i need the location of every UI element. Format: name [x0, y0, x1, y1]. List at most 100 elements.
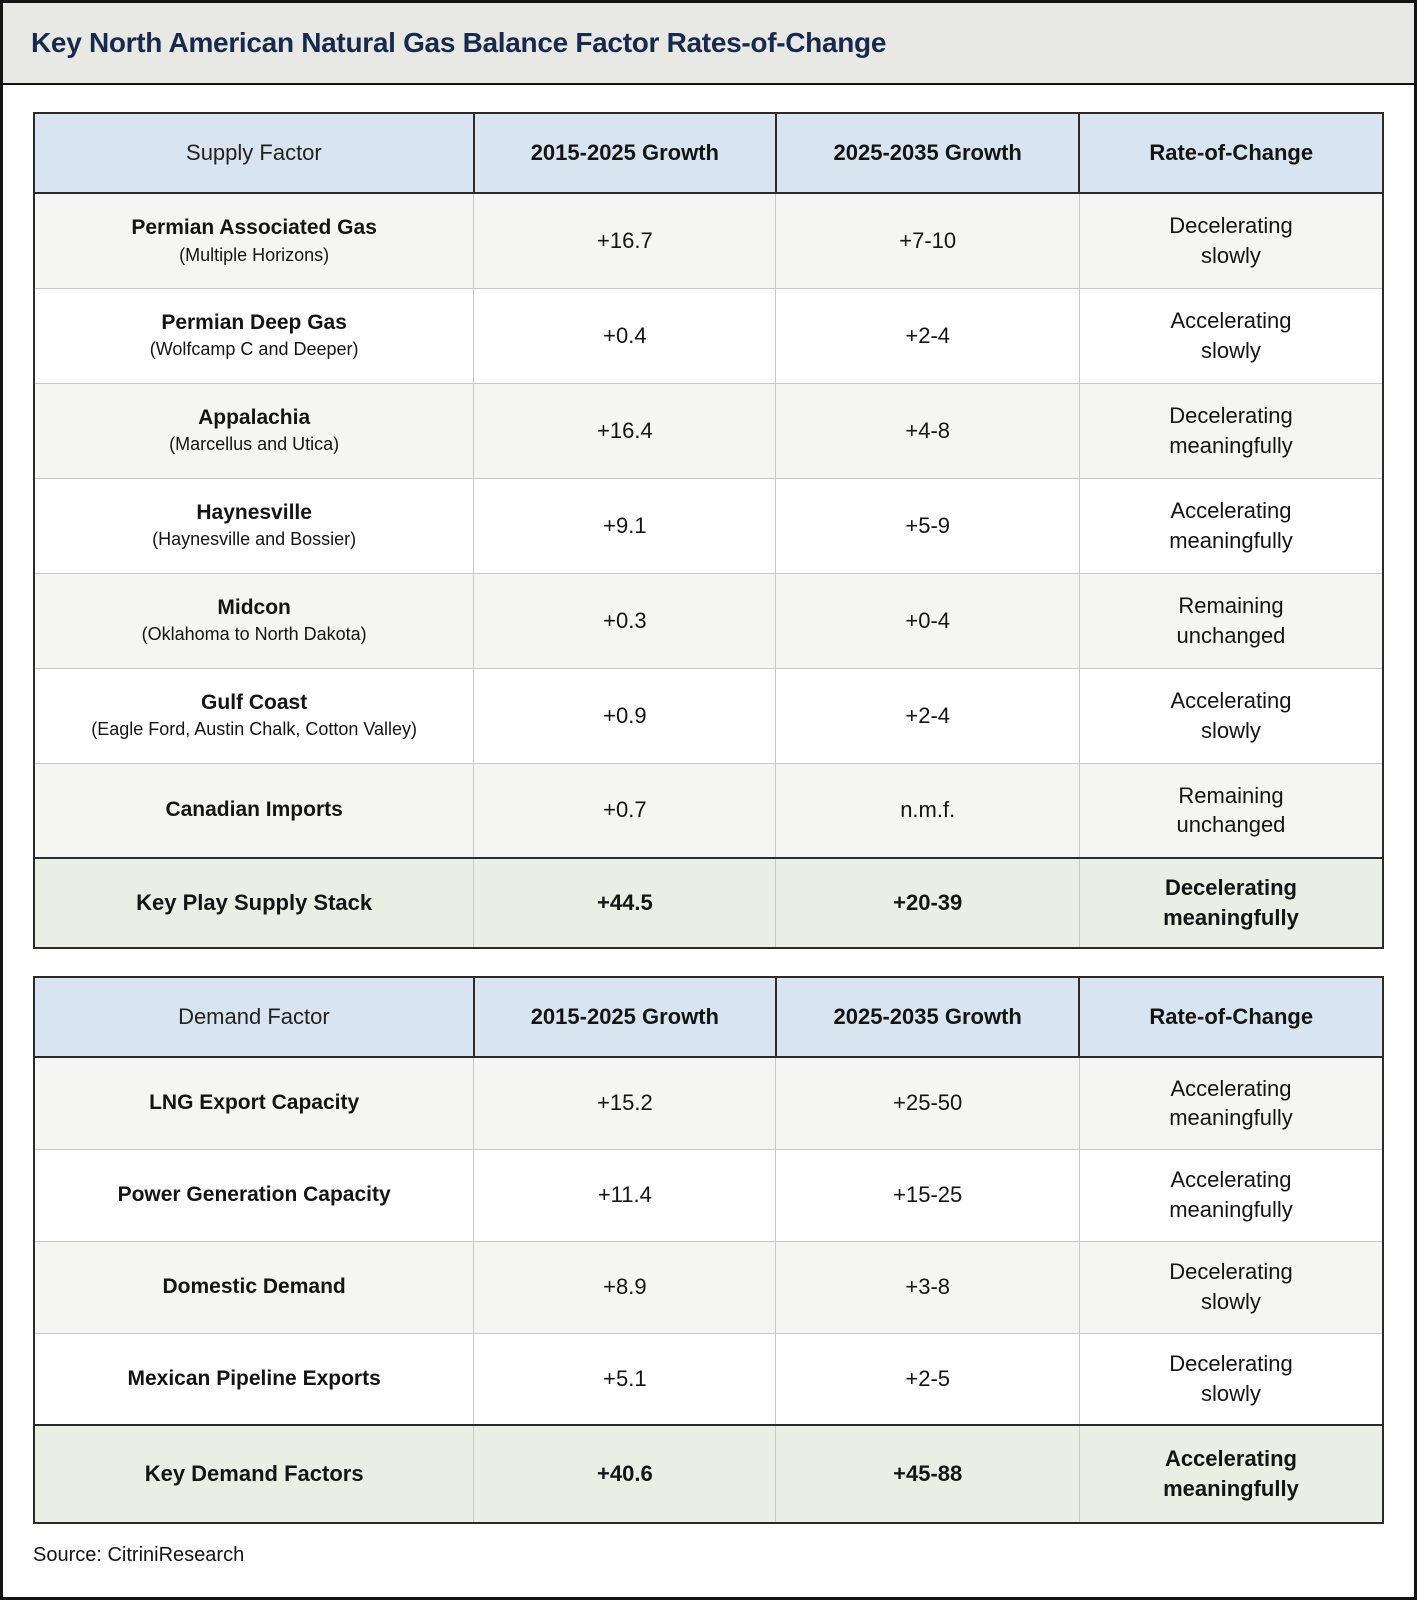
table-row-haynesville: Haynesville (Haynesville and Bossier) +9…: [33, 477, 1384, 574]
supply-header-growth-2025-2035: 2025-2035 Growth: [774, 112, 1081, 194]
summary-rate-of-change-value: Accelerating meaningfully: [1078, 1424, 1384, 1524]
growth-2015-2025-value: +15.2: [473, 1056, 777, 1150]
table-row-midcon: Midcon (Oklahoma to North Dakota) +0.3 +…: [33, 572, 1384, 669]
summary-factor-name: Key Demand Factors: [144, 1461, 364, 1486]
factor-cell: Haynesville (Haynesville and Bossier): [33, 477, 475, 574]
summary-growth-2025-2035-value: +45-88: [775, 1424, 1080, 1524]
growth-2015-2025-value: +0.4: [473, 287, 777, 384]
demand-table: Demand Factor 2015-2025 Growth 2025-2035…: [33, 976, 1384, 1524]
rate-of-change-value: Accelerating meaningfully: [1078, 477, 1384, 574]
table-row-permian-deep-gas: Permian Deep Gas (Wolfcamp C and Deeper)…: [33, 287, 1384, 384]
demand-header-row: Demand Factor 2015-2025 Growth 2025-2035…: [33, 976, 1384, 1058]
factor-cell: Midcon (Oklahoma to North Dakota): [33, 572, 475, 669]
table-gap: [33, 949, 1384, 976]
factor-cell: Appalachia (Marcellus and Utica): [33, 382, 475, 479]
summary-factor-name: Key Play Supply Stack: [136, 890, 373, 915]
factor-name: Permian Associated Gas: [131, 216, 377, 240]
supply-header-factor: Supply Factor: [33, 112, 475, 194]
rate-of-change-value: Accelerating slowly: [1078, 667, 1384, 764]
factor-name: Appalachia: [198, 406, 311, 430]
factor-name: Midcon: [217, 596, 291, 620]
rate-of-change-value: Decelerating meaningfully: [1078, 382, 1384, 479]
supply-summary-row: Key Play Supply Stack +44.5 +20-39 Decel…: [33, 857, 1384, 949]
supply-table: Supply Factor 2015-2025 Growth 2025-2035…: [33, 112, 1384, 949]
source-note: Source: CitriniResearch: [33, 1544, 245, 1566]
factor-name: LNG Export Capacity: [149, 1091, 360, 1115]
factor-name: Permian Deep Gas: [161, 311, 347, 335]
growth-2025-2035-value: +0-4: [775, 572, 1080, 669]
growth-2025-2035-value-nmf: n.m.f.: [775, 762, 1080, 859]
factor-detail: (Oklahoma to North Dakota): [141, 624, 367, 645]
growth-2015-2025-value: +5.1: [473, 1332, 777, 1426]
rate-of-change-value: Decelerating slowly: [1078, 1332, 1384, 1426]
growth-2025-2035-value: +3-8: [775, 1240, 1080, 1334]
factor-detail: (Haynesville and Bossier): [152, 529, 357, 550]
factor-detail: (Wolfcamp C and Deeper): [149, 339, 359, 360]
summary-rate-of-change-value: Decelerating meaningfully: [1078, 857, 1384, 949]
factor-detail: (Multiple Horizons): [179, 244, 330, 265]
demand-header-growth-2025-2035: 2025-2035 Growth: [774, 976, 1081, 1058]
factor-name: Gulf Coast: [201, 691, 308, 715]
growth-2025-2035-value: +15-25: [775, 1148, 1080, 1242]
growth-2015-2025-value: +8.9: [473, 1240, 777, 1334]
table-row-domestic-demand: Domestic Demand +8.9 +3-8 Decelerating s…: [33, 1240, 1384, 1334]
growth-2025-2035-value: +4-8: [775, 382, 1080, 479]
table-row-permian-associated-gas: Permian Associated Gas (Multiple Horizon…: [33, 192, 1384, 289]
factor-name: Canadian Imports: [165, 798, 343, 822]
demand-summary-row: Key Demand Factors +40.6 +45-88 Accelera…: [33, 1424, 1384, 1524]
demand-header-factor: Demand Factor: [33, 976, 475, 1058]
demand-header-growth-2015-2025: 2015-2025 Growth: [472, 976, 777, 1058]
growth-2015-2025-value: +0.7: [473, 762, 777, 859]
factor-name: Haynesville: [196, 501, 312, 525]
growth-2015-2025-value: +16.4: [473, 382, 777, 479]
table-row-gulf-coast: Gulf Coast (Eagle Ford, Austin Chalk, Co…: [33, 667, 1384, 764]
rate-of-change-value: Accelerating meaningfully: [1078, 1148, 1384, 1242]
factor-cell: Key Demand Factors: [33, 1424, 475, 1524]
factor-cell: Permian Associated Gas (Multiple Horizon…: [33, 192, 475, 289]
factor-cell: Canadian Imports: [33, 762, 475, 859]
factor-detail: (Marcellus and Utica): [169, 434, 340, 455]
summary-growth-2015-2025-value: +40.6: [473, 1424, 777, 1524]
table-row-appalachia: Appalachia (Marcellus and Utica) +16.4 +…: [33, 382, 1384, 479]
factor-cell: Mexican Pipeline Exports: [33, 1332, 475, 1426]
rate-of-change-value: Decelerating slowly: [1078, 1240, 1384, 1334]
growth-2015-2025-value: +9.1: [473, 477, 777, 574]
growth-2015-2025-value: +0.3: [473, 572, 777, 669]
growth-2025-2035-value: +7-10: [775, 192, 1080, 289]
table-row-canadian-imports: Canadian Imports +0.7 n.m.f. Remaining u…: [33, 762, 1384, 859]
supply-header-row: Supply Factor 2015-2025 Growth 2025-2035…: [33, 112, 1384, 194]
factor-cell: LNG Export Capacity: [33, 1056, 475, 1150]
factor-cell: Power Generation Capacity: [33, 1148, 475, 1242]
table-row-mexican-pipeline-exports: Mexican Pipeline Exports +5.1 +2-5 Decel…: [33, 1332, 1384, 1426]
factor-cell: Domestic Demand: [33, 1240, 475, 1334]
table-row-lng-export-capacity: LNG Export Capacity +15.2 +25-50 Acceler…: [33, 1056, 1384, 1150]
factor-cell: Gulf Coast (Eagle Ford, Austin Chalk, Co…: [33, 667, 475, 764]
factor-cell: Permian Deep Gas (Wolfcamp C and Deeper): [33, 287, 475, 384]
factor-name: Mexican Pipeline Exports: [127, 1366, 381, 1390]
factor-detail: (Eagle Ford, Austin Chalk, Cotton Valley…: [91, 719, 418, 740]
growth-2025-2035-value: +5-9: [775, 477, 1080, 574]
growth-2015-2025-value: +11.4: [473, 1148, 777, 1242]
content-area: Supply Factor 2015-2025 Growth 2025-2035…: [3, 85, 1414, 1567]
page-title: Key North American Natural Gas Balance F…: [31, 27, 887, 58]
factor-cell: Key Play Supply Stack: [33, 857, 475, 949]
growth-2025-2035-value: +2-4: [775, 287, 1080, 384]
title-bar: Key North American Natural Gas Balance F…: [3, 3, 1414, 85]
factor-name: Domestic Demand: [162, 1274, 346, 1298]
demand-header-rate-of-change: Rate-of-Change: [1078, 976, 1384, 1058]
rate-of-change-value: Remaining unchanged: [1078, 762, 1384, 859]
rate-of-change-value: Decelerating slowly: [1078, 192, 1384, 289]
growth-2015-2025-value: +16.7: [473, 192, 777, 289]
supply-header-rate-of-change: Rate-of-Change: [1078, 112, 1384, 194]
rate-of-change-value: Accelerating meaningfully: [1078, 1056, 1384, 1150]
summary-growth-2025-2035-value: +20-39: [775, 857, 1080, 949]
summary-growth-2015-2025-value: +44.5: [473, 857, 777, 949]
growth-2025-2035-value: +2-5: [775, 1332, 1080, 1426]
rate-of-change-value: Remaining unchanged: [1078, 572, 1384, 669]
growth-2025-2035-value: +25-50: [775, 1056, 1080, 1150]
factor-name: Power Generation Capacity: [117, 1182, 391, 1206]
growth-2015-2025-value: +0.9: [473, 667, 777, 764]
table-row-power-generation-capacity: Power Generation Capacity +11.4 +15-25 A…: [33, 1148, 1384, 1242]
supply-header-growth-2015-2025: 2015-2025 Growth: [472, 112, 777, 194]
growth-2025-2035-value: +2-4: [775, 667, 1080, 764]
